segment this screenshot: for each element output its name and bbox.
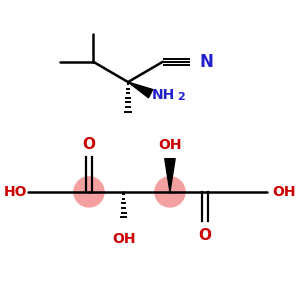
Text: 2: 2 [177, 92, 185, 102]
Text: NH: NH [152, 88, 175, 102]
Polygon shape [128, 82, 153, 98]
Text: OH: OH [158, 138, 182, 152]
Circle shape [74, 177, 104, 207]
Text: O: O [198, 228, 211, 243]
Text: N: N [200, 53, 213, 71]
Text: O: O [82, 137, 95, 152]
Circle shape [155, 177, 185, 207]
Polygon shape [165, 159, 175, 192]
Text: OH: OH [273, 185, 296, 199]
Text: OH: OH [112, 232, 135, 246]
Text: HO: HO [3, 185, 27, 199]
